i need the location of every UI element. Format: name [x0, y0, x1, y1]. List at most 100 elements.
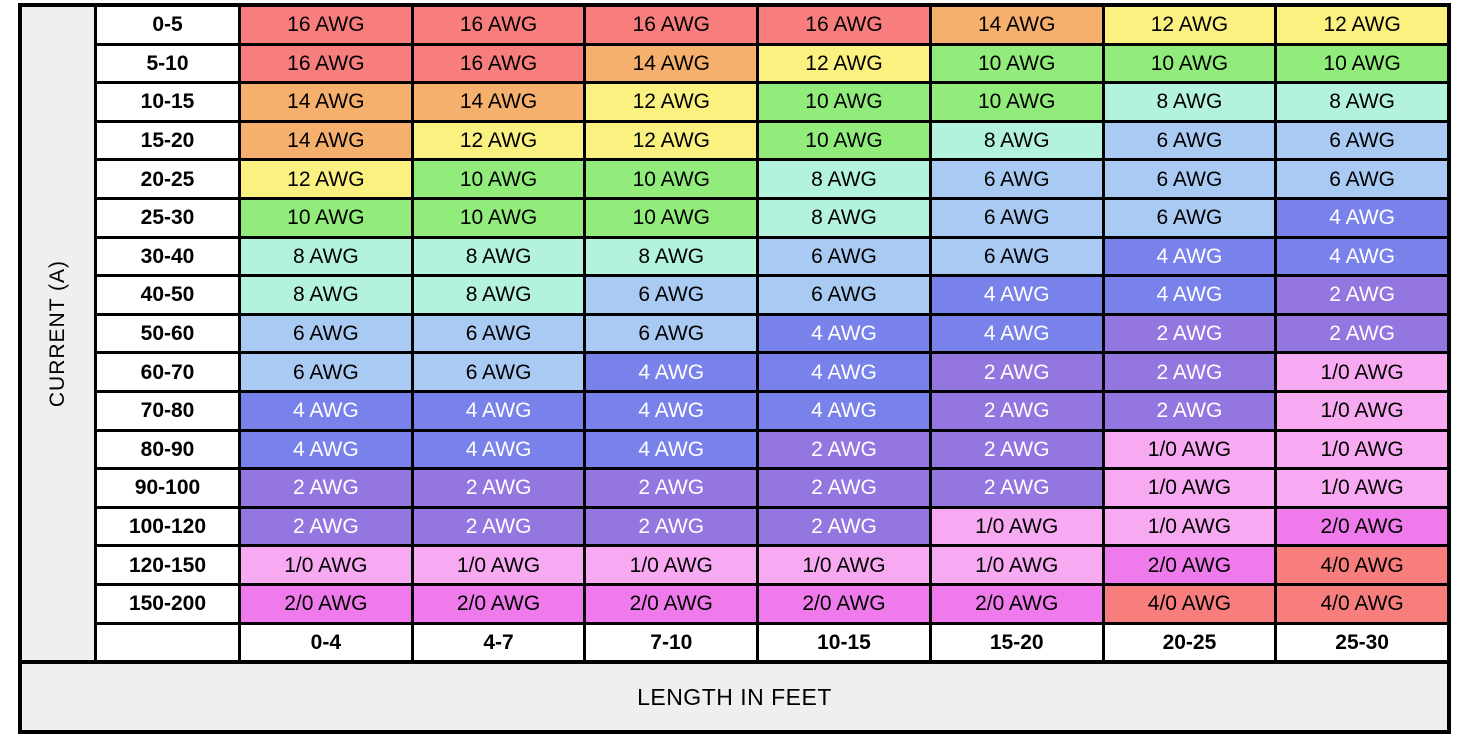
awg-cell: 4 AWG	[1104, 238, 1275, 275]
column-header: 25-30	[1277, 624, 1447, 661]
current-axis-label: CURRENT (A)	[46, 259, 69, 408]
awg-cell: 8 AWG	[1104, 84, 1275, 120]
awg-cell: 6 AWG	[241, 315, 411, 352]
awg-cell: 14 AWG	[413, 84, 584, 120]
awg-cell: 2/0 AWG	[241, 585, 411, 622]
row-label: 15-20	[97, 122, 238, 159]
awg-cell: 10 AWG	[759, 84, 929, 120]
awg-cell: 2/0 AWG	[1277, 508, 1447, 545]
awg-cell: 1/0 AWG	[931, 508, 1102, 545]
awg-cell: 2 AWG	[931, 354, 1102, 390]
awg-cell: 4 AWG	[241, 431, 411, 468]
row-label: 50-60	[97, 315, 238, 352]
awg-cell: 1/0 AWG	[1277, 354, 1447, 390]
awg-cell: 6 AWG	[241, 354, 411, 390]
awg-cell: 2 AWG	[759, 431, 929, 468]
row-label: 5-10	[97, 45, 238, 82]
awg-cell: 12 AWG	[413, 122, 584, 159]
awg-cell: 16 AWG	[413, 7, 584, 43]
gauge-table: CURRENT (A) 0-5 16 AWG 16 AWG 16 AWG 16 AWG 1…	[22, 7, 1447, 661]
awg-cell: 1/0 AWG	[1104, 470, 1275, 506]
awg-cell: 4 AWG	[413, 431, 584, 468]
awg-cell: 2 AWG	[586, 470, 757, 506]
awg-cell: 4 AWG	[759, 392, 929, 429]
awg-cell: 2 AWG	[931, 392, 1102, 429]
awg-cell: 4 AWG	[1104, 277, 1275, 313]
awg-cell: 6 AWG	[931, 238, 1102, 275]
awg-cell: 2/0 AWG	[931, 585, 1102, 622]
awg-cell: 12 AWG	[241, 161, 411, 197]
awg-cell: 4 AWG	[586, 431, 757, 468]
awg-cell: 8 AWG	[931, 122, 1102, 159]
awg-cell: 2 AWG	[1277, 277, 1447, 313]
awg-cell: 2 AWG	[241, 508, 411, 545]
awg-cell: 10 AWG	[586, 199, 757, 236]
column-header: 10-15	[759, 624, 929, 661]
column-header: 20-25	[1104, 624, 1275, 661]
awg-cell: 16 AWG	[413, 45, 584, 82]
awg-cell: 2/0 AWG	[1104, 547, 1275, 583]
awg-cell: 1/0 AWG	[241, 547, 411, 583]
awg-cell: 6 AWG	[759, 277, 929, 313]
awg-cell: 10 AWG	[413, 161, 584, 197]
awg-cell: 8 AWG	[759, 161, 929, 197]
awg-cell: 10 AWG	[241, 199, 411, 236]
awg-cell: 2 AWG	[1104, 392, 1275, 429]
row-label: 20-25	[97, 161, 238, 197]
awg-cell: 2 AWG	[241, 470, 411, 506]
row-label: 150-200	[97, 585, 238, 622]
awg-cell: 2 AWG	[759, 508, 929, 545]
row-label: 90-100	[97, 470, 238, 506]
awg-cell: 12 AWG	[586, 122, 757, 159]
row-label: 70-80	[97, 392, 238, 429]
awg-cell: 2 AWG	[1277, 315, 1447, 352]
awg-cell: 16 AWG	[241, 45, 411, 82]
column-header: 0-4	[241, 624, 411, 661]
row-label: 30-40	[97, 238, 238, 275]
awg-cell: 2/0 AWG	[413, 585, 584, 622]
awg-cell: 6 AWG	[1104, 199, 1275, 236]
awg-cell: 12 AWG	[759, 45, 929, 82]
awg-cell: 1/0 AWG	[1104, 431, 1275, 468]
awg-cell: 6 AWG	[931, 199, 1102, 236]
length-axis-panel: LENGTH IN FEET	[22, 660, 1447, 731]
awg-cell: 4/0 AWG	[1104, 585, 1275, 622]
awg-cell: 12 AWG	[586, 84, 757, 120]
awg-cell: 16 AWG	[759, 7, 929, 43]
awg-cell: 4 AWG	[241, 392, 411, 429]
awg-cell: 2/0 AWG	[759, 585, 929, 622]
awg-cell: 14 AWG	[586, 45, 757, 82]
row-label: 10-15	[97, 84, 238, 120]
awg-cell: 2 AWG	[413, 470, 584, 506]
awg-cell: 4 AWG	[586, 392, 757, 429]
awg-cell: 1/0 AWG	[1277, 392, 1447, 429]
awg-cell: 4 AWG	[759, 354, 929, 390]
awg-cell: 2 AWG	[586, 508, 757, 545]
awg-cell: 4 AWG	[931, 277, 1102, 313]
row-label: 80-90	[97, 431, 238, 468]
awg-cell: 1/0 AWG	[586, 547, 757, 583]
awg-cell: 10 AWG	[931, 84, 1102, 120]
awg-cell: 8 AWG	[413, 238, 584, 275]
awg-cell: 2/0 AWG	[586, 585, 757, 622]
awg-cell: 12 AWG	[1277, 7, 1447, 43]
awg-cell: 1/0 AWG	[1277, 431, 1447, 468]
awg-cell: 4 AWG	[1277, 238, 1447, 275]
awg-cell: 1/0 AWG	[931, 547, 1102, 583]
awg-cell: 6 AWG	[586, 277, 757, 313]
awg-cell: 1/0 AWG	[413, 547, 584, 583]
row-label: 100-120	[97, 508, 238, 545]
awg-cell: 6 AWG	[413, 315, 584, 352]
awg-cell: 8 AWG	[241, 277, 411, 313]
column-header: 4-7	[413, 624, 584, 661]
awg-cell: 4 AWG	[931, 315, 1102, 352]
awg-cell: 8 AWG	[241, 238, 411, 275]
awg-cell: 10 AWG	[586, 161, 757, 197]
awg-cell: 6 AWG	[586, 315, 757, 352]
awg-cell: 4/0 AWG	[1277, 585, 1447, 622]
awg-cell: 6 AWG	[413, 354, 584, 390]
awg-cell: 10 AWG	[759, 122, 929, 159]
awg-cell: 1/0 AWG	[1104, 508, 1275, 545]
awg-cell: 6 AWG	[1277, 122, 1447, 159]
awg-cell: 10 AWG	[1104, 45, 1275, 82]
